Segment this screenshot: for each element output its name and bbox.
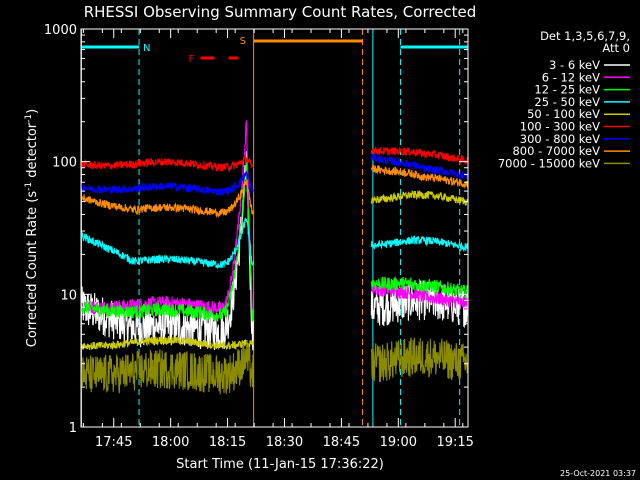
series-line [370, 146, 468, 165]
legend-entry-label: 300 - 800 keV [520, 132, 600, 146]
y-axis-label: Corrected Count Rate (s-1 detector-1) [24, 109, 40, 347]
x-axis-label: Start Time (11-Jan-15 17:36:22) [176, 457, 384, 472]
series-line [370, 234, 468, 252]
legend-entry-label: 6 - 12 keV [542, 70, 600, 84]
series-line [81, 335, 254, 351]
saa-label: S [240, 36, 246, 47]
legend-header-attenuator: Att 0 [602, 41, 630, 55]
x-tick-label: 18:30 [266, 435, 303, 450]
series-layer [81, 120, 468, 395]
x-tick-label: 19:00 [380, 435, 417, 450]
y-tick-label: 1 [69, 421, 77, 436]
series-line [370, 190, 468, 206]
y-axis-label-main: Corrected Count Rate (s [25, 191, 40, 348]
series-line [81, 170, 254, 196]
legend-entry-label: 50 - 100 keV [527, 107, 600, 121]
y-axis-label-mid: detector [25, 122, 40, 182]
chart-title: RHESSI Observing Summary Count Rates, Co… [84, 3, 477, 21]
generation-timestamp: 25-Oct-2021 03:37 [560, 469, 636, 478]
y-axis: 1 10 100 1000 [44, 23, 468, 436]
legend-header-detectors: Det 1,3,5,6,7,9, [540, 29, 630, 43]
y-tick-label: 1000 [44, 23, 77, 38]
x-tick-label: 18:15 [209, 435, 246, 450]
series-line [370, 281, 468, 310]
y-axis-label-end: ) [25, 109, 40, 114]
flare-label: F [189, 54, 195, 65]
legend-entry-label: 800 - 7000 keV [512, 144, 600, 158]
plot-frame [80, 28, 469, 428]
series-line [81, 154, 254, 173]
series-line [370, 153, 468, 180]
legend-entry-label: 12 - 25 keV [534, 83, 600, 97]
legend-entry-label: 3 - 6 keV [549, 58, 600, 72]
legend-entry-label: 25 - 50 keV [534, 95, 600, 109]
series-line [370, 276, 468, 299]
legend-entry-label: 7000 - 15000 keV [498, 156, 600, 170]
series-line [81, 217, 254, 269]
night-label: N [143, 43, 150, 54]
series-line [81, 158, 254, 322]
x-tick-label: 19:15 [436, 435, 473, 450]
y-tick-label: 10 [60, 288, 77, 303]
y-axis-label-sup2: -1 [24, 114, 34, 123]
series-line [370, 337, 468, 383]
x-tick-label: 17:45 [95, 435, 132, 450]
series-line [370, 280, 468, 329]
legend-entry-label: 100 - 300 keV [520, 120, 600, 134]
x-tick-label: 18:45 [323, 435, 360, 450]
y-axis-label-sup1: -1 [24, 182, 34, 191]
series-line [370, 164, 468, 189]
x-tick-label: 18:00 [152, 435, 189, 450]
series-line [81, 179, 254, 218]
x-axis: 17:45 18:00 18:15 18:30 18:45 19:00 19:15 [82, 29, 474, 450]
series-line [81, 340, 254, 395]
y-tick-label: 100 [52, 156, 77, 171]
